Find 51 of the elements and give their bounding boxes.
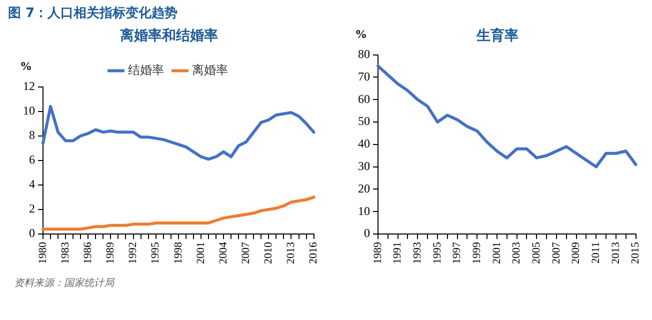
y-tick-label: 30 (358, 158, 370, 173)
x-tick-label: 1983 (59, 242, 72, 264)
x-tick-label: 1980 (36, 242, 49, 264)
y-axis-title: % (355, 26, 367, 41)
x-tick-label: 2010 (262, 242, 275, 264)
legend-label: 结婚率 (128, 62, 164, 77)
x-tick-label: 2013 (285, 242, 298, 264)
x-tick-label: 1995 (431, 242, 444, 264)
x-tick-label: 2001 (490, 242, 503, 264)
x-tick-label: 2001 (194, 242, 207, 264)
y-tick-label: 0 (364, 226, 370, 240)
chart-title: 生育率 (476, 27, 518, 44)
y-tick-label: 12 (23, 78, 35, 93)
y-tick-label: 80 (358, 46, 370, 61)
x-tick-label: 1998 (172, 242, 184, 264)
y-tick-label: 0 (29, 226, 35, 240)
y-tick-label: 60 (358, 92, 370, 106)
y-axis-title: % (20, 58, 32, 73)
x-tick-label: 2015 (630, 242, 642, 264)
x-tick-label: 2013 (610, 242, 622, 264)
text: 资料来源：国家统计局 (14, 276, 114, 290)
x-tick-label: 2007 (240, 242, 252, 264)
y-tick-label: 40 (358, 136, 370, 151)
chart-title: 离婚率和结婚率 (119, 27, 218, 44)
x-tick-label: 2004 (217, 242, 230, 264)
x-tick-label: 2007 (550, 242, 562, 264)
y-tick-label: 20 (358, 181, 370, 196)
y-tick-label: 4 (29, 177, 35, 192)
y-tick-label: 2 (29, 202, 35, 216)
x-tick-label: 1997 (451, 242, 464, 264)
x-tick-label: 1999 (471, 242, 484, 264)
y-tick-label: 10 (358, 204, 370, 218)
x-tick-label: 2009 (570, 242, 582, 264)
x-tick-label: 1989 (372, 242, 384, 264)
legend-label: 离婚率 (192, 62, 228, 77)
y-tick-label: 8 (29, 128, 35, 142)
x-tick-label: 1986 (82, 242, 94, 264)
x-tick-label: 1995 (150, 242, 162, 264)
x-tick-label: 1992 (127, 242, 140, 264)
x-tick-label: 2016 (308, 242, 320, 264)
x-tick-label: 1993 (412, 242, 424, 264)
caption: 图 7：人口相关指标变化趋势 (8, 4, 178, 22)
x-tick-label: 2005 (530, 242, 543, 264)
y-tick-label: 50 (358, 114, 370, 128)
y-tick-label: 10 (23, 103, 35, 118)
y-tick-label: 6 (29, 152, 35, 167)
x-tick-label: 2011 (590, 242, 602, 264)
x-tick-label: 1989 (104, 242, 117, 264)
x-tick-label: 2003 (510, 242, 523, 264)
x-tick-label: 1991 (392, 242, 404, 264)
y-tick-label: 70 (358, 69, 370, 84)
